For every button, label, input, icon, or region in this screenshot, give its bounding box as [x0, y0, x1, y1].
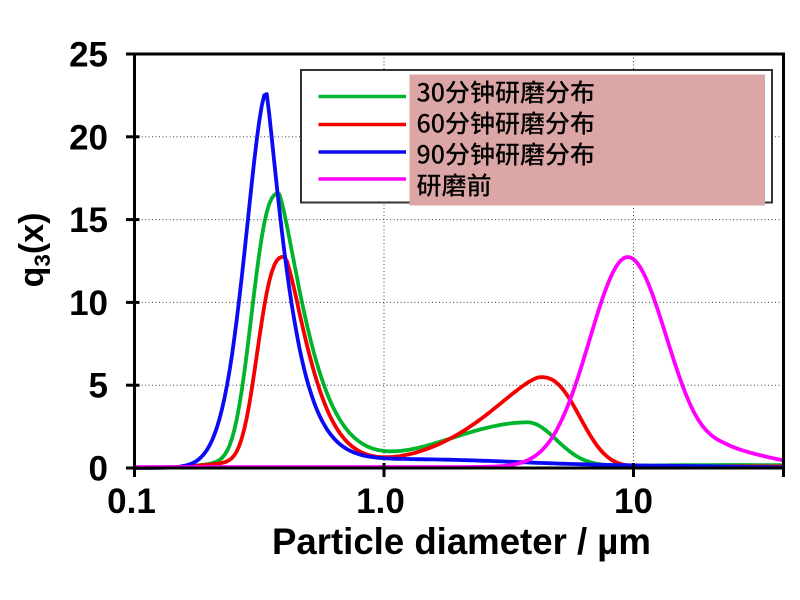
svg-text:0.1: 0.1: [107, 482, 156, 521]
svg-text:0: 0: [89, 450, 108, 489]
svg-text:15: 15: [69, 201, 108, 240]
svg-text:q3(x): q3(x): [13, 213, 55, 288]
svg-text:25: 25: [69, 36, 108, 75]
svg-text:10: 10: [614, 482, 653, 521]
svg-text:10: 10: [69, 284, 108, 323]
svg-text:5: 5: [89, 367, 108, 406]
svg-text:Particle diameter / µm: Particle diameter / µm: [272, 521, 651, 562]
svg-text:1.0: 1.0: [356, 482, 405, 521]
svg-text:20: 20: [69, 118, 108, 157]
